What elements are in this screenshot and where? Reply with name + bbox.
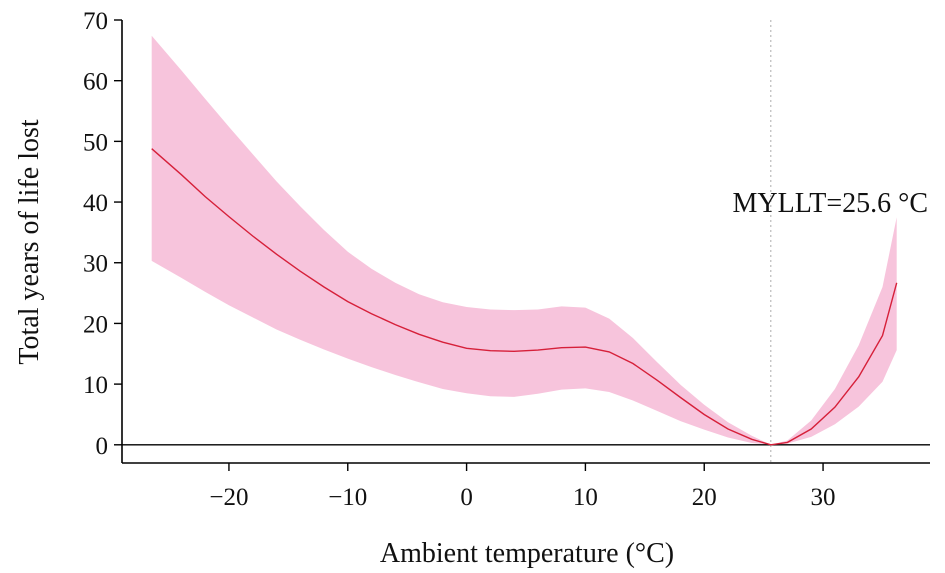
y-axis-label: Total years of life lost: [14, 119, 45, 365]
y-tick-label: 70: [83, 8, 108, 35]
x-tick-label: 30: [811, 484, 836, 511]
y-tick-label: 40: [83, 190, 108, 217]
myllt-annotation: MYLLT=25.6 °C: [732, 188, 928, 219]
plot-area: [122, 20, 930, 463]
x-tick-label: −20: [209, 484, 248, 511]
x-tick-label: 20: [692, 484, 717, 511]
y-tick-label: 60: [83, 69, 108, 96]
confidence-band: [151, 35, 897, 445]
y-tick-label: 10: [83, 372, 108, 399]
y-tick-label: 20: [83, 311, 108, 338]
axes: 0 10 20 30 40 50 60 70 −20 −10 0 10 20 30: [83, 8, 930, 511]
x-tick-label: 10: [573, 484, 598, 511]
series-line-0: [151, 148, 898, 446]
y-tick-label: 0: [96, 433, 109, 460]
y-tick-label: 50: [83, 129, 108, 156]
y-tick-label: 30: [83, 251, 108, 278]
x-tick-label: −10: [328, 484, 367, 511]
x-tick-label: 0: [460, 484, 473, 511]
x-axis-label: Ambient temperature (°C): [380, 538, 674, 569]
